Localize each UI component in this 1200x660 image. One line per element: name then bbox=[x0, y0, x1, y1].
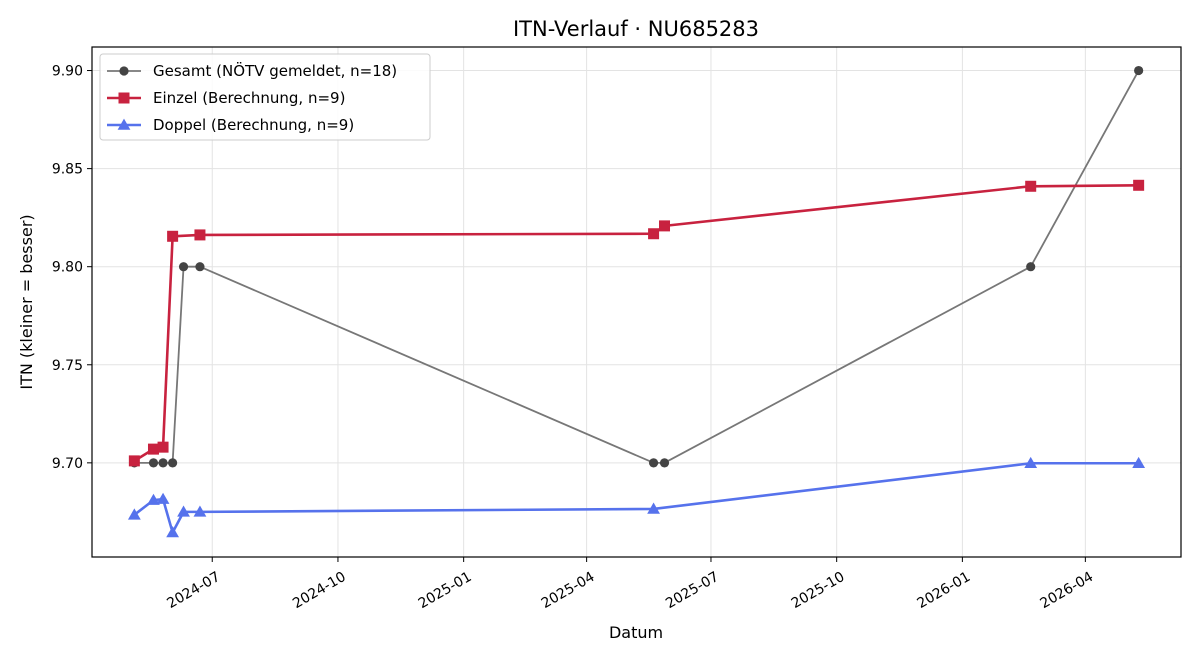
data-point bbox=[168, 458, 178, 468]
data-point bbox=[128, 455, 140, 467]
data-point bbox=[194, 229, 206, 241]
data-point bbox=[167, 230, 179, 242]
series-line bbox=[133, 183, 1139, 462]
legend-item: Einzel (Berechnung, n=9) bbox=[107, 89, 345, 107]
y-axis-label: ITN (kleiner = besser) bbox=[17, 214, 36, 389]
y-axis-ticks: 9.70 9.75 9.80 9.85 9.90 bbox=[52, 64, 92, 472]
legend-item: Doppel (Berechnung, n=9) bbox=[107, 116, 354, 134]
data-point bbox=[1024, 456, 1038, 469]
legend-label: Einzel (Berechnung, n=9) bbox=[153, 89, 345, 107]
x-axis-ticks: 2024-07 2024-10 2025-01 2025-04 2025-07 2025-… bbox=[164, 557, 1096, 612]
data-point bbox=[195, 262, 205, 272]
data-point bbox=[1026, 262, 1036, 272]
x-tick-label: 2025-04 bbox=[539, 569, 598, 612]
legend-swatch-marker bbox=[118, 92, 130, 104]
data-point bbox=[193, 505, 207, 517]
y-tick-label: 9.70 bbox=[52, 456, 83, 472]
data-point bbox=[648, 458, 659, 468]
data-point bbox=[178, 262, 189, 272]
series-square bbox=[128, 179, 1145, 467]
data-point bbox=[158, 458, 168, 468]
x-tick-label: 2025-01 bbox=[416, 569, 475, 612]
chart-title: ITN-Verlauf · NU685283 bbox=[513, 17, 759, 41]
series-line bbox=[134, 70, 1140, 464]
legend-box bbox=[99, 53, 431, 141]
x-tick-label: 2026-01 bbox=[915, 569, 974, 612]
legend: Gesamt (NÖTV gemeldet, n=18) Einzel (Bere… bbox=[99, 53, 431, 141]
x-tick-label: 2025-10 bbox=[789, 569, 848, 612]
plot-frame bbox=[91, 46, 1182, 558]
data-point bbox=[648, 228, 660, 240]
data-point bbox=[1133, 179, 1145, 191]
data-point bbox=[1025, 180, 1037, 192]
data-point bbox=[147, 493, 160, 505]
data-point bbox=[647, 502, 660, 514]
data-point bbox=[157, 441, 169, 453]
data-point bbox=[156, 492, 170, 504]
data-point bbox=[177, 505, 190, 517]
data-point bbox=[147, 443, 159, 455]
legend-swatch-marker bbox=[119, 66, 129, 76]
x-tick-label: 2024-10 bbox=[290, 569, 349, 612]
series-triangle bbox=[127, 456, 1146, 538]
series-layer bbox=[127, 65, 1146, 538]
series-line bbox=[133, 461, 1139, 534]
grid-layer bbox=[92, 47, 1181, 557]
series-circle bbox=[129, 65, 1144, 468]
x-tick-label: 2026-04 bbox=[1037, 569, 1096, 612]
x-tick-label: 2025-07 bbox=[663, 569, 722, 612]
y-tick-label: 9.80 bbox=[52, 260, 83, 276]
data-point bbox=[1132, 456, 1146, 469]
legend-item: Gesamt (NÖTV gemeldet, n=18) bbox=[107, 61, 397, 80]
legend-label: Doppel (Berechnung, n=9) bbox=[153, 116, 354, 134]
x-axis-label: Datum bbox=[609, 623, 663, 642]
legend-label: Gesamt (NÖTV gemeldet, n=18) bbox=[153, 61, 397, 80]
legend-swatch-marker bbox=[117, 118, 131, 130]
data-point bbox=[148, 458, 159, 468]
data-point bbox=[1134, 65, 1144, 76]
y-tick-label: 9.90 bbox=[52, 64, 83, 80]
y-tick-label: 9.85 bbox=[52, 162, 83, 178]
data-point bbox=[166, 526, 180, 538]
data-point bbox=[127, 508, 141, 520]
data-point bbox=[659, 458, 670, 468]
x-tick-label: 2024-07 bbox=[164, 569, 223, 612]
data-point bbox=[659, 220, 671, 232]
y-tick-label: 9.75 bbox=[52, 358, 83, 374]
